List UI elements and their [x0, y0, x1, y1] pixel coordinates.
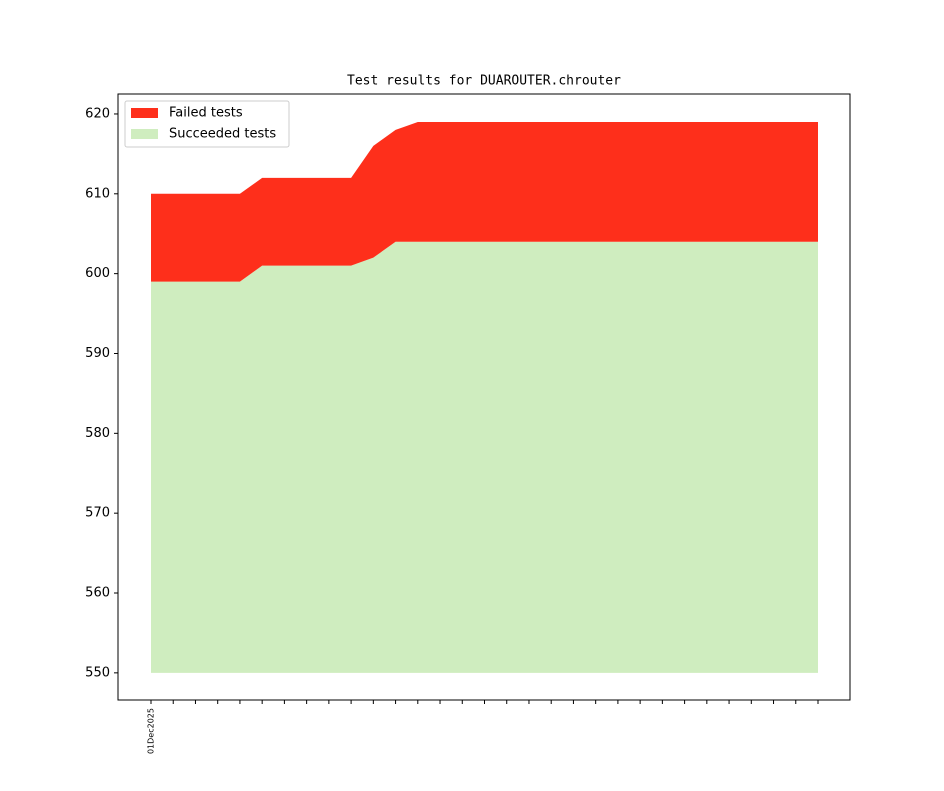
legend-swatch	[131, 129, 158, 139]
x-tick-label: 01Dec2025	[147, 708, 156, 754]
y-tick-label: 610	[85, 186, 110, 201]
legend-label: Succeeded tests	[169, 127, 276, 142]
y-tick-label: 570	[85, 506, 110, 521]
y-tick-label: 580	[85, 426, 110, 441]
area	[151, 241, 818, 673]
y-tick-label: 590	[85, 346, 110, 361]
chart-title: Test results for DUAROUTER.chrouter	[347, 74, 621, 89]
y-tick-label: 620	[85, 106, 110, 121]
legend-label: Failed tests	[169, 106, 243, 121]
legend-swatch	[131, 108, 158, 118]
y-tick-label: 600	[85, 266, 110, 281]
legend: Failed tests Succeeded tests	[124, 100, 290, 148]
y-tick-label: 560	[85, 586, 110, 601]
legend-frame	[124, 100, 290, 148]
area	[151, 121, 818, 282]
y-tick-label: 550	[85, 665, 110, 680]
